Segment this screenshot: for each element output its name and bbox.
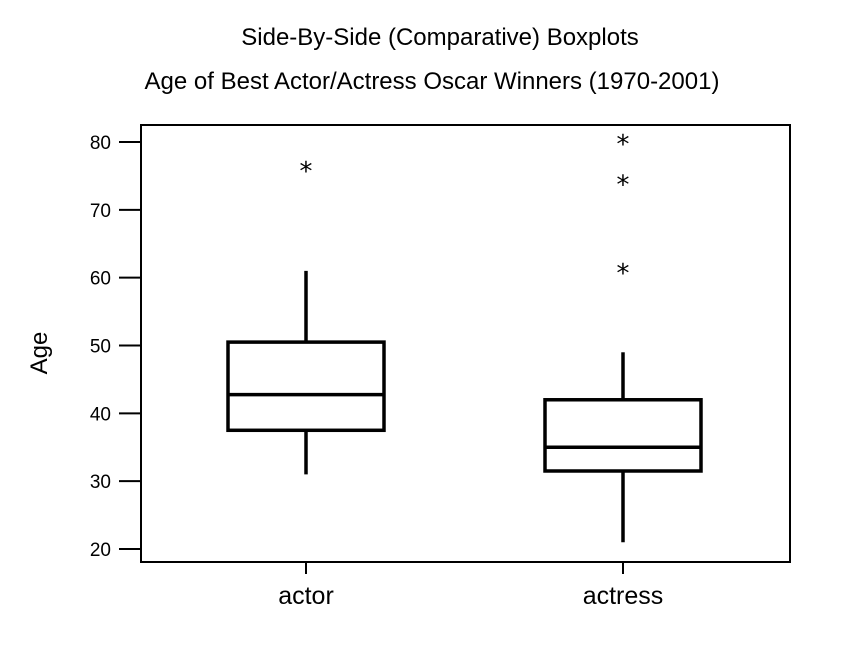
chart-subtitle: Age of Best Actor/Actress Oscar Winners … <box>145 68 720 95</box>
y-tick-label: 60 <box>90 269 111 290</box>
chart-title: Side-By-Side (Comparative) Boxplots <box>241 24 639 51</box>
box-actor: * <box>226 157 386 475</box>
x-tick-label-actress: actress <box>583 582 664 610</box>
x-axis: actor actress <box>278 562 663 610</box>
iqr-box <box>226 340 386 433</box>
y-tick-label: 40 <box>90 404 111 425</box>
y-tick-label: 30 <box>90 472 111 493</box>
outlier-marker: * <box>615 259 631 289</box>
y-axis-label: Age <box>26 332 53 375</box>
y-tick-label: 20 <box>90 540 111 561</box>
iqr-box <box>543 398 703 473</box>
outlier-marker: * <box>615 130 631 160</box>
y-axis: 20 30 40 50 60 70 80 <box>90 133 141 561</box>
x-tick-label-actor: actor <box>278 582 334 610</box>
outlier-marker: * <box>615 171 631 201</box>
plot-frame <box>140 124 791 563</box>
y-tick-label: 70 <box>90 201 111 222</box>
y-tick-label: 80 <box>90 133 111 154</box>
boxes: * * * * <box>226 130 703 543</box>
box-actress: * * * <box>543 130 703 543</box>
y-tick-label: 50 <box>90 337 111 358</box>
outlier-marker: * <box>298 157 314 187</box>
